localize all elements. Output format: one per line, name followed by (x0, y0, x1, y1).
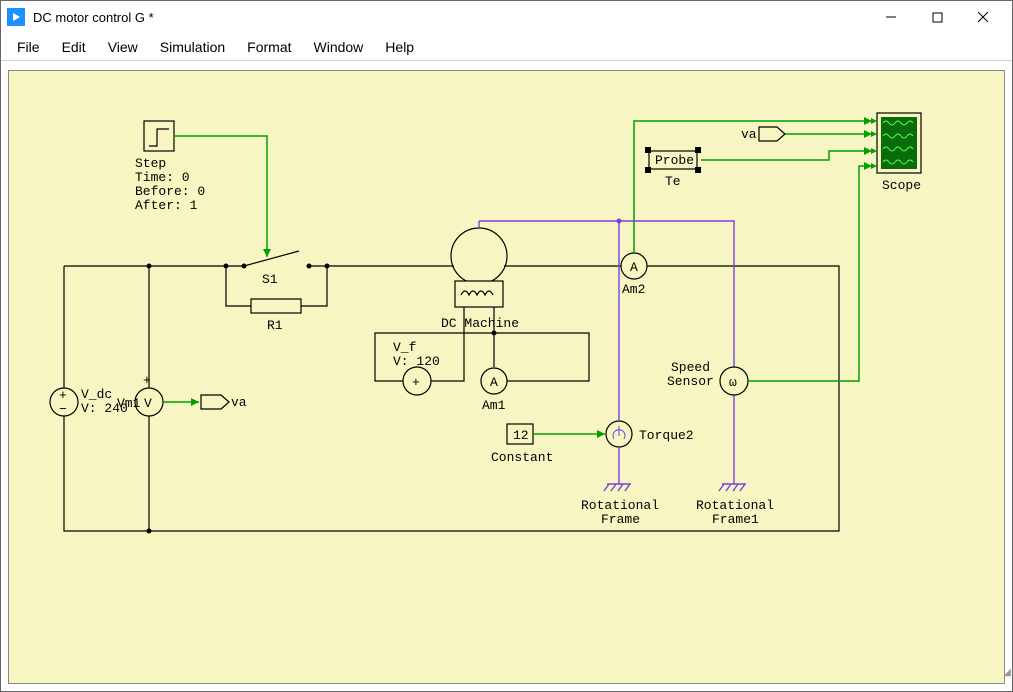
svg-text:−: − (59, 402, 67, 417)
step-p0: Time: 0 (135, 170, 190, 185)
block-rot-frame1[interactable]: Rotational Frame1 (696, 484, 774, 527)
rf-l2: Frame (601, 512, 640, 527)
svg-text:+: + (412, 375, 420, 390)
menu-window[interactable]: Window (304, 35, 374, 59)
block-va-tag[interactable]: va (201, 395, 247, 410)
step-p2: After: 1 (135, 198, 198, 213)
menu-format[interactable]: Format (237, 35, 301, 59)
va-label: va (231, 395, 247, 410)
vdc-label: V_dc (81, 387, 112, 402)
probe-label: Probe (655, 153, 694, 168)
svg-text:ω: ω (729, 375, 737, 390)
menu-file[interactable]: File (7, 35, 50, 59)
block-vm1[interactable]: V + Vm1 (117, 373, 199, 416)
rf1-l1: Rotational (696, 498, 774, 513)
close-button[interactable] (960, 2, 1006, 32)
block-dc-machine[interactable]: DC Machine (441, 228, 519, 331)
ss-label1: Speed (671, 360, 710, 375)
window-titlebar: DC motor control G * (1, 1, 1012, 33)
window-title: DC motor control G * (33, 10, 868, 25)
block-step[interactable]: Step Time: 0 Before: 0 After: 1 (135, 121, 205, 213)
vm1-label: Vm1 (117, 396, 141, 411)
block-am2[interactable]: A Am2 (621, 253, 647, 297)
s1-label: S1 (262, 272, 278, 287)
const-value: 12 (513, 428, 529, 443)
menu-help[interactable]: Help (375, 35, 424, 59)
rf1-l2: Frame1 (712, 512, 759, 527)
wire-speed-to-scope (748, 162, 872, 381)
model-canvas[interactable]: Step Time: 0 Before: 0 After: 1 S1 (8, 70, 1005, 684)
block-probe[interactable]: Probe Te (645, 147, 872, 189)
block-va-goto[interactable]: va (741, 127, 872, 142)
block-am1[interactable]: A Am1 (481, 368, 507, 413)
scope-label: Scope (882, 178, 921, 193)
block-vf[interactable]: + V_f V: 120 (393, 340, 440, 395)
menu-edit[interactable]: Edit (52, 35, 96, 59)
probe-sub: Te (665, 174, 681, 189)
step-label: Step (135, 156, 166, 171)
block-constant[interactable]: 12 Constant (491, 424, 605, 465)
menu-simulation[interactable]: Simulation (150, 35, 235, 59)
const-label: Constant (491, 450, 553, 465)
rf-l1: Rotational (581, 498, 659, 513)
block-switch-s1[interactable]: S1 (242, 251, 312, 287)
block-scope[interactable]: Scope (871, 113, 921, 193)
svg-text:A: A (490, 375, 498, 390)
app-icon (7, 8, 25, 26)
am1-label: Am1 (482, 398, 506, 413)
svg-text:V: V (144, 396, 152, 411)
block-torque[interactable]: Torque2 (606, 421, 694, 447)
step-p1: Before: 0 (135, 184, 205, 199)
svg-text:A: A (630, 260, 638, 275)
svg-text:+: + (59, 388, 67, 403)
menu-bar: File Edit View Simulation Format Window … (1, 33, 1012, 61)
minimize-button[interactable] (868, 2, 914, 32)
window-controls (868, 2, 1006, 32)
svg-text:+: + (143, 373, 151, 388)
va-goto-label: va (741, 127, 757, 142)
vf-label: V_f (393, 340, 416, 355)
vf-value: V: 120 (393, 354, 440, 369)
ss-label2: Sensor (667, 374, 714, 389)
main-electrical-bus (64, 264, 839, 534)
torque-label: Torque2 (639, 428, 694, 443)
block-speed-sensor[interactable]: ω Speed Sensor (667, 360, 748, 395)
r1-label: R1 (267, 318, 283, 333)
block-rot-frame[interactable]: Rotational Frame (581, 484, 659, 527)
dcm-label: DC Machine (441, 316, 519, 331)
menu-view[interactable]: View (98, 35, 148, 59)
maximize-button[interactable] (914, 2, 960, 32)
am2-label: Am2 (622, 282, 645, 297)
